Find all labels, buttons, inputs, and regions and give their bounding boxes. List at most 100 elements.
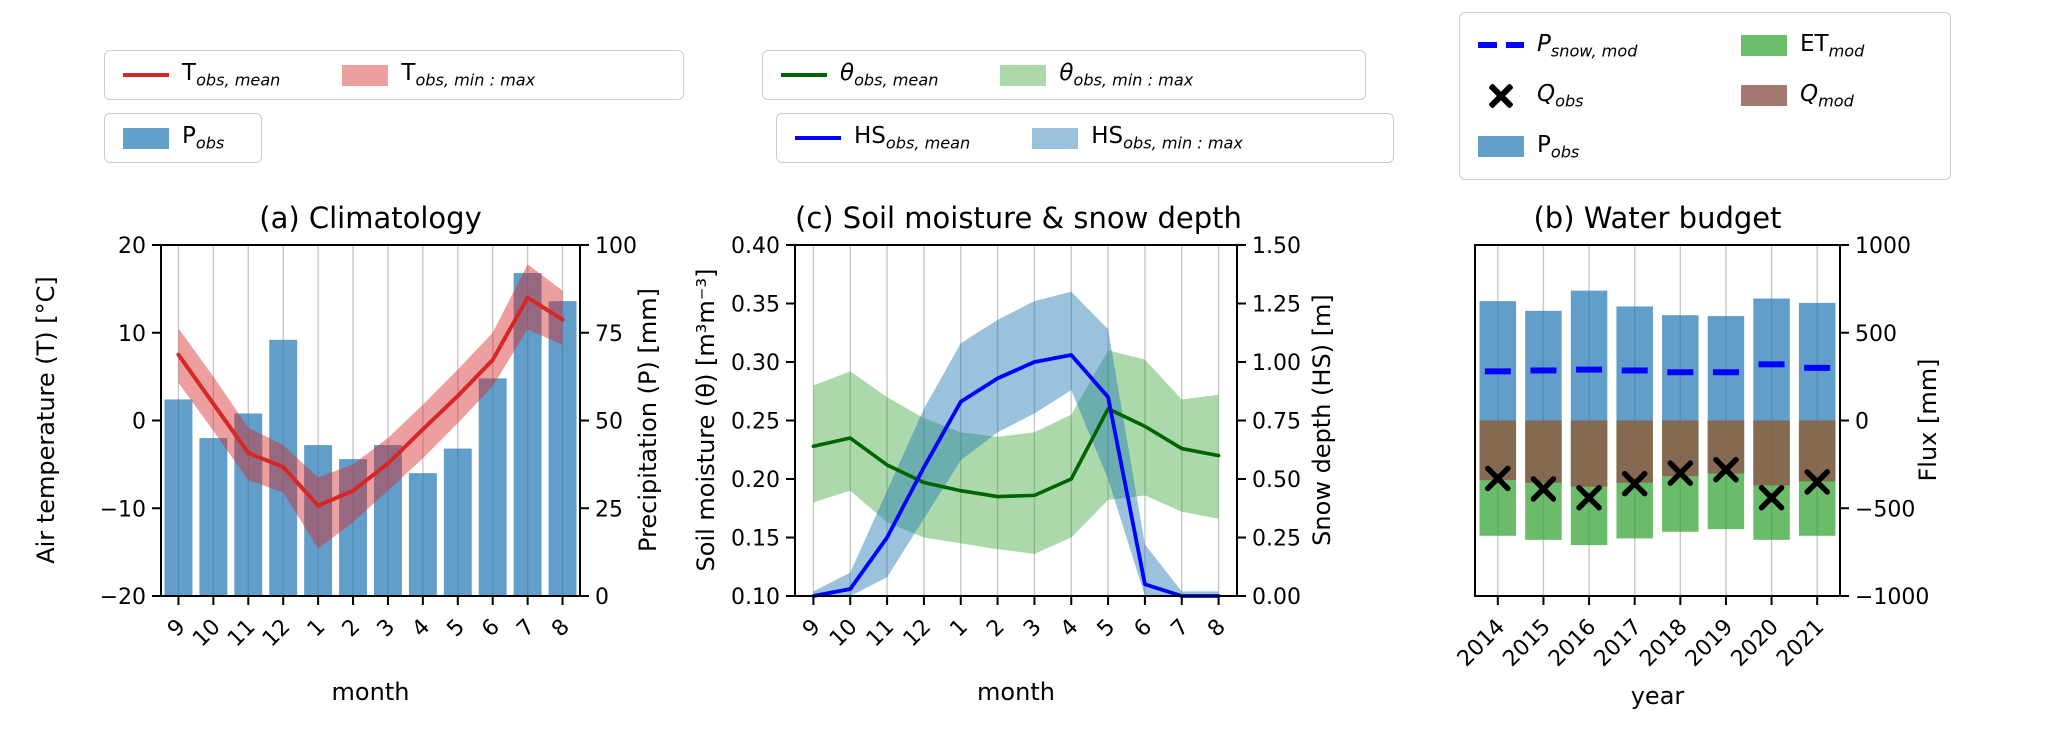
legend-label: θobs, mean: [840, 60, 939, 90]
legend-item-hs-minmax: HSobs, min : max: [1032, 123, 1243, 153]
legend-item-hs-mean: HSobs, mean: [795, 123, 970, 153]
ylabel-precipitation: Precipitation (P) [mm]: [634, 288, 662, 552]
svg-text:1000: 1000: [1855, 234, 1911, 259]
legend-label: Qmod: [1800, 81, 1854, 111]
line-swatch: [781, 73, 827, 77]
p-obs-bars: [1479, 290, 1836, 421]
svg-text:1: 1: [945, 615, 973, 643]
svg-text:0.25: 0.25: [731, 410, 780, 435]
svg-text:−20: −20: [100, 585, 146, 610]
ylabel-air-temperature: Air temperature (T) [°C]: [32, 276, 60, 564]
legend-temperature: Tobs, mean Tobs, min : max: [104, 50, 684, 100]
patch-swatch: [1032, 127, 1079, 149]
svg-text:0.50: 0.50: [1252, 468, 1301, 493]
svg-text:7: 7: [1166, 615, 1194, 643]
dashed-line-swatch: [1478, 42, 1524, 49]
svg-text:0.30: 0.30: [731, 351, 780, 376]
svg-text:1.50: 1.50: [1252, 234, 1301, 259]
svg-text:9: 9: [163, 615, 191, 643]
precip-bars: [164, 273, 577, 596]
svg-text:0.75: 0.75: [1252, 410, 1301, 435]
legend-item-theta-minmax: θobs, min : max: [1000, 60, 1193, 90]
svg-text:0: 0: [595, 585, 609, 610]
svg-text:7: 7: [512, 615, 540, 643]
svg-text:2018: 2018: [1635, 615, 1692, 672]
svg-text:0.15: 0.15: [731, 527, 780, 552]
ylabel-flux: Flux [mm]: [1914, 358, 1942, 482]
legend-item-q-mod: Qmod: [1741, 81, 1932, 111]
legend-item-q-obs: Qobs: [1478, 81, 1733, 111]
svg-text:−10: −10: [100, 497, 146, 522]
patch-swatch: [1741, 85, 1787, 107]
legend-snow-depth: HSobs, mean HSobs, min : max: [776, 113, 1394, 163]
legend-label: ETmod: [1800, 30, 1865, 61]
svg-text:12: 12: [258, 615, 295, 652]
legend-label: Psnow, mod: [1537, 30, 1638, 61]
svg-text:11: 11: [223, 615, 260, 652]
svg-text:3: 3: [373, 615, 401, 643]
svg-text:10: 10: [118, 322, 146, 347]
legend-label: Pobs: [182, 123, 225, 153]
svg-text:−1000: −1000: [1855, 585, 1929, 610]
panel-a-title: (a) Climatology: [259, 201, 482, 235]
xlabel-month-c: month: [977, 678, 1055, 706]
legend-item-psnow-mod: Psnow, mod: [1478, 30, 1733, 61]
svg-text:0.40: 0.40: [731, 234, 780, 259]
ylabel-snow-depth: Snow depth (HS) [m]: [1308, 294, 1336, 546]
svg-text:8: 8: [547, 615, 575, 643]
svg-text:0.00: 0.00: [1252, 585, 1301, 610]
svg-text:0.35: 0.35: [731, 293, 780, 318]
svg-text:75: 75: [595, 322, 623, 347]
svg-text:500: 500: [1855, 322, 1897, 347]
svg-text:10: 10: [188, 615, 225, 652]
svg-text:0.10: 0.10: [731, 585, 780, 610]
svg-text:5: 5: [442, 615, 470, 643]
legend-item-t-minmax: Tobs, min : max: [342, 60, 535, 90]
legend-label: Tobs, min : max: [401, 60, 536, 90]
svg-text:12: 12: [899, 615, 936, 652]
svg-text:8: 8: [1203, 615, 1231, 643]
svg-text:4: 4: [408, 615, 436, 643]
line-swatch: [795, 136, 841, 140]
xlabel-month-a: month: [331, 678, 410, 706]
svg-text:2021: 2021: [1772, 615, 1829, 672]
svg-text:1.00: 1.00: [1252, 351, 1301, 376]
svg-text:20: 20: [118, 234, 146, 259]
panel-b-plot: 1000 500 0 −500 −1000 20142015201620172018201…: [1453, 234, 1930, 672]
ylabel-soil-moisture: Soil moisture (θ) [m³m⁻³]: [692, 268, 720, 572]
legend-water-budget: Psnow, mod ETmod Qobs Qmod Pobs: [1459, 12, 1951, 180]
svg-text:2015: 2015: [1498, 615, 1555, 672]
patch-swatch: [123, 127, 169, 149]
patch-swatch: [1741, 34, 1787, 56]
line-swatch: [123, 73, 169, 77]
svg-text:25: 25: [595, 497, 623, 522]
svg-text:6: 6: [477, 615, 505, 643]
svg-text:0.20: 0.20: [731, 468, 780, 493]
svg-text:3: 3: [1019, 615, 1047, 643]
legend-item-theta-mean: θobs, mean: [781, 60, 938, 90]
svg-text:6: 6: [1130, 615, 1158, 643]
svg-text:100: 100: [595, 234, 637, 259]
x-marker-icon: [1488, 83, 1514, 109]
q-obs-markers: [1485, 456, 1830, 511]
svg-text:2020: 2020: [1727, 615, 1784, 672]
legend-label: HSobs, mean: [854, 123, 971, 153]
legend-label: Pobs: [1537, 131, 1580, 162]
legend-label: Qobs: [1537, 81, 1584, 111]
legend-label: HSobs, min : max: [1091, 123, 1243, 153]
legend-item-p-obs: Pobs: [123, 123, 224, 153]
legend-item-et-mod: ETmod: [1741, 30, 1932, 61]
svg-text:1: 1: [303, 615, 331, 643]
patch-swatch: [1000, 64, 1047, 86]
svg-text:2014: 2014: [1453, 615, 1510, 672]
svg-text:−500: −500: [1855, 497, 1915, 522]
panel-c-title: (c) Soil moisture & snow depth: [795, 201, 1242, 235]
svg-text:0: 0: [132, 410, 146, 435]
svg-text:50: 50: [595, 410, 623, 435]
svg-text:10: 10: [825, 615, 862, 652]
svg-text:0: 0: [1855, 410, 1869, 435]
legend-label: Tobs, mean: [182, 60, 281, 90]
svg-text:2: 2: [982, 615, 1010, 643]
